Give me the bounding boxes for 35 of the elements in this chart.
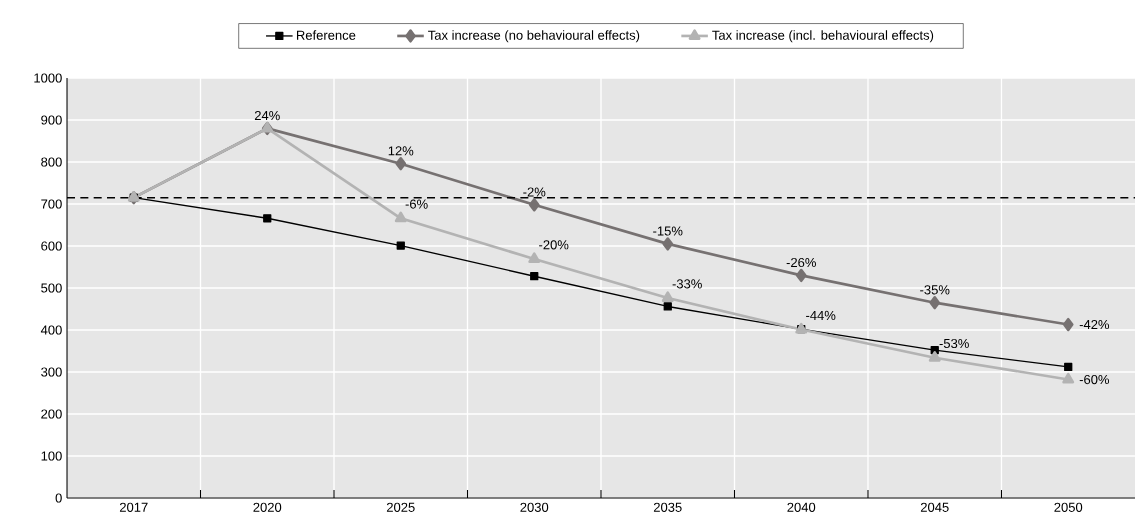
annotation: 24% xyxy=(254,110,280,121)
x-tick-label: 2050 xyxy=(1054,502,1083,512)
annotation: -26% xyxy=(786,257,816,268)
y-tick-label: 1000 xyxy=(34,73,62,83)
annotation: -60% xyxy=(1079,374,1110,385)
y-tick-label: 900 xyxy=(41,115,62,125)
x-tick-label: 2020 xyxy=(253,502,282,512)
y-tick-label: 700 xyxy=(41,199,62,209)
annotation: -44% xyxy=(806,310,836,320)
annotation: -15% xyxy=(653,226,683,236)
x-tick-label: 2045 xyxy=(920,502,949,512)
annotation: -33% xyxy=(672,279,702,289)
y-tick-label: 300 xyxy=(41,367,62,377)
legend-label: Tax increase (incl. behavioural effects) xyxy=(712,30,934,43)
annotation: -6% xyxy=(405,199,428,209)
y-tick-label: 400 xyxy=(40,325,62,335)
annotation: -42% xyxy=(1079,319,1110,330)
x-tick-label: 2017 xyxy=(119,502,148,512)
x-tick-label: 2035 xyxy=(653,502,682,512)
y-tick-label: 200 xyxy=(41,409,62,419)
annotation: -20% xyxy=(539,240,569,250)
x-tick-label: 2040 xyxy=(787,502,816,512)
y-tick-label: 500 xyxy=(41,283,62,293)
legend-label: Reference xyxy=(297,30,356,40)
legend-label: Tax increase (no behavioural effects) xyxy=(428,30,640,43)
y-tick-label: 0 xyxy=(55,493,62,503)
x-tick-label: 2025 xyxy=(386,502,415,512)
annotation: -53% xyxy=(939,338,969,349)
x-tick-label: 2030 xyxy=(520,502,549,512)
y-tick-label: 100 xyxy=(41,451,62,461)
y-tick-label: 600 xyxy=(41,241,62,251)
annotation: -35% xyxy=(920,285,950,295)
annotation: -2% xyxy=(523,187,546,197)
y-tick-label: 800 xyxy=(41,157,62,167)
annotation: 12% xyxy=(388,146,414,156)
